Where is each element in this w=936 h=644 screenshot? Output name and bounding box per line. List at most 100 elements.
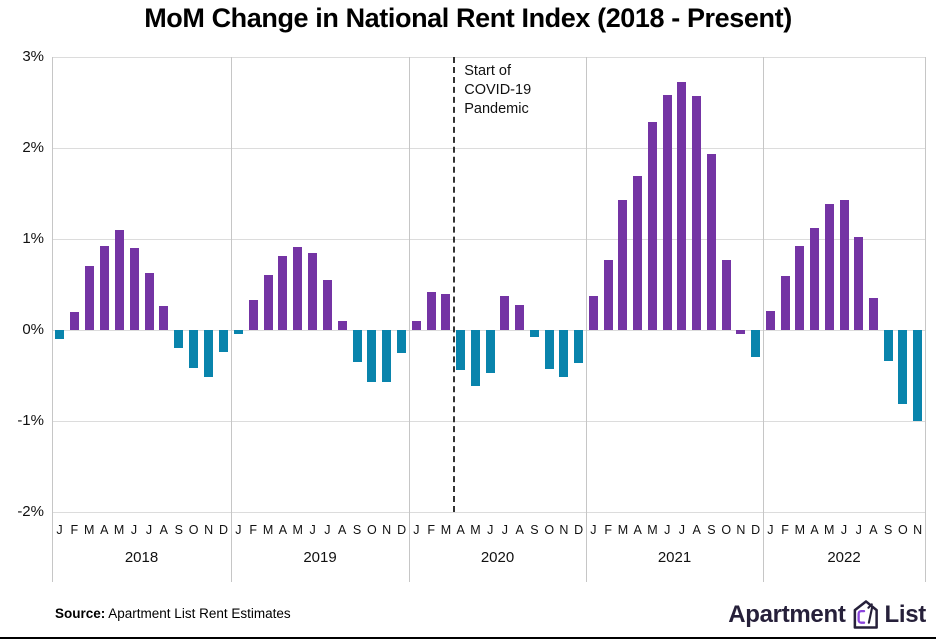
year-separator-3 bbox=[586, 57, 587, 582]
gridline-2% bbox=[52, 148, 925, 149]
month-label-2019-4: A bbox=[278, 523, 288, 537]
bar-2020-7 bbox=[500, 296, 510, 330]
bar-2020-1 bbox=[411, 320, 421, 330]
month-label-2019-6: J bbox=[309, 523, 316, 537]
bar-2022-10 bbox=[898, 330, 908, 404]
month-label-2019-5: M bbox=[292, 523, 303, 537]
year-label-2019: 2019 bbox=[303, 549, 337, 566]
bar-2018-2 bbox=[69, 311, 79, 330]
bar-2021-9 bbox=[706, 153, 716, 330]
month-label-2020-8: A bbox=[515, 523, 524, 537]
bar-2018-4 bbox=[99, 246, 109, 330]
bar-2019-2 bbox=[248, 300, 258, 330]
covid-start-line bbox=[453, 57, 456, 512]
month-label-2022-11: N bbox=[913, 523, 923, 537]
gridline-3% bbox=[52, 57, 925, 58]
month-label-2021-12: D bbox=[751, 523, 761, 537]
month-label-2018-5: M bbox=[113, 523, 125, 537]
bar-2018-11 bbox=[204, 330, 214, 378]
gridline--2% bbox=[52, 512, 925, 513]
bar-2022-7 bbox=[854, 237, 864, 330]
bar-2019-1 bbox=[233, 330, 243, 334]
y-axis-tick-1%: 1% bbox=[22, 230, 44, 247]
bar-2018-8 bbox=[159, 306, 169, 330]
bar-2018-10 bbox=[189, 330, 199, 369]
month-label-2018-3: M bbox=[84, 523, 95, 537]
bar-2021-5 bbox=[647, 121, 657, 330]
bar-2022-6 bbox=[839, 199, 849, 330]
month-label-2019-2: F bbox=[249, 523, 258, 537]
month-label-2020-9: S bbox=[530, 523, 539, 537]
bar-2018-9 bbox=[174, 330, 184, 349]
year-separator-2 bbox=[409, 57, 410, 582]
y-axis-tick--2%: -2% bbox=[17, 503, 44, 520]
bar-2022-3 bbox=[795, 246, 805, 330]
month-label-2022-6: J bbox=[840, 523, 848, 537]
month-label-2020-5: M bbox=[470, 523, 481, 537]
bar-2020-8 bbox=[515, 304, 525, 330]
month-label-2020-6: J bbox=[487, 523, 494, 537]
bar-2021-8 bbox=[692, 96, 702, 330]
bar-2018-12 bbox=[219, 330, 228, 352]
y-axis-tick--1%: -1% bbox=[17, 412, 44, 429]
month-label-2019-9: S bbox=[352, 523, 362, 537]
month-label-2022-3: M bbox=[794, 523, 806, 537]
month-label-2018-11: N bbox=[204, 523, 214, 537]
apartment-list-logo-icon bbox=[851, 598, 880, 631]
bar-2019-8 bbox=[337, 320, 347, 330]
month-label-2022-10: O bbox=[897, 523, 908, 537]
month-label-2018-6: J bbox=[130, 523, 138, 537]
month-label-2021-1: J bbox=[590, 523, 597, 537]
month-label-2019-10: O bbox=[367, 523, 377, 537]
bar-2021-7 bbox=[677, 81, 687, 330]
logo-text-list: List bbox=[884, 600, 927, 628]
bar-2019-10 bbox=[367, 330, 377, 382]
year-label-2022: 2022 bbox=[827, 549, 861, 566]
month-label-2021-9: S bbox=[707, 523, 716, 537]
month-label-2021-3: M bbox=[617, 523, 629, 537]
gridline--1% bbox=[52, 421, 925, 422]
bar-2019-6 bbox=[308, 252, 318, 330]
month-label-2022-7: J bbox=[855, 523, 862, 537]
month-label-2019-3: M bbox=[262, 523, 274, 537]
covid-annotation: Start of COVID-19 Pandemic bbox=[464, 63, 532, 117]
bar-2019-9 bbox=[352, 330, 362, 362]
month-label-2020-11: N bbox=[559, 523, 569, 537]
month-label-2019-12: D bbox=[397, 523, 407, 537]
bar-2021-2 bbox=[603, 259, 613, 330]
bar-2019-11 bbox=[382, 330, 392, 382]
logo-text-apartment: Apartment bbox=[728, 600, 846, 628]
chart-title: MoM Change in National Rent Index (2018 … bbox=[144, 3, 792, 33]
month-label-2020-12: D bbox=[574, 523, 584, 537]
bar-2020-2 bbox=[426, 291, 436, 330]
month-label-2021-10: O bbox=[721, 523, 732, 537]
bar-2022-1 bbox=[765, 310, 775, 330]
bar-2020-4 bbox=[456, 330, 466, 370]
bar-2022-4 bbox=[810, 228, 819, 330]
month-label-2021-8: A bbox=[692, 523, 701, 537]
bar-2020-11 bbox=[559, 330, 569, 378]
bar-2020-9 bbox=[529, 330, 539, 338]
month-label-2020-1: J bbox=[413, 523, 420, 537]
bar-2018-5 bbox=[114, 229, 124, 330]
bar-2022-8 bbox=[869, 298, 878, 330]
bar-2018-7 bbox=[144, 272, 154, 330]
bar-2021-1 bbox=[588, 296, 598, 330]
month-label-2021-5: M bbox=[647, 523, 658, 537]
bar-2022-2 bbox=[780, 276, 790, 330]
gridline-1% bbox=[52, 239, 925, 240]
year-separator-0 bbox=[52, 57, 53, 582]
bar-2022-5 bbox=[824, 204, 834, 330]
bar-2020-3 bbox=[441, 293, 451, 330]
bar-2022-9 bbox=[883, 330, 893, 361]
bar-2018-1 bbox=[55, 330, 64, 340]
month-label-2018-7: J bbox=[145, 523, 153, 537]
bar-2020-6 bbox=[485, 330, 495, 373]
bar-2018-6 bbox=[129, 248, 139, 330]
month-label-2021-4: A bbox=[633, 523, 642, 537]
bar-2021-11 bbox=[736, 330, 746, 334]
source-text: Apartment List Rent Estimates bbox=[108, 606, 291, 621]
month-label-2020-10: O bbox=[544, 523, 555, 537]
month-label-2022-9: S bbox=[883, 523, 893, 537]
